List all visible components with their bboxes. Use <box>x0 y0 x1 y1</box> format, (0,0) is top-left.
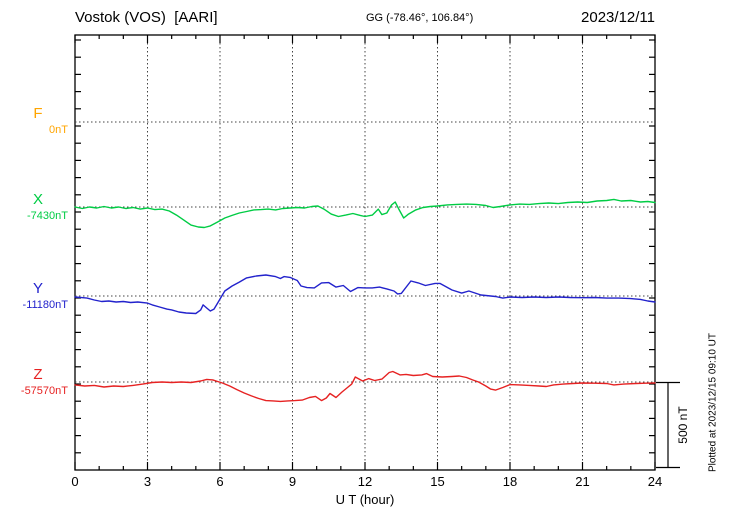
x-tick-3: 3 <box>143 474 152 489</box>
component-z-letter: Z <box>33 366 43 383</box>
component-z: Z -57570nT <box>8 365 68 399</box>
x-axis-label: U T (hour) <box>335 492 395 507</box>
component-x-baseline-value: -7430nT <box>27 210 68 222</box>
x-tick-6: 6 <box>216 474 224 489</box>
component-f: F 0nT <box>8 104 68 138</box>
component-z-baseline-value: -57570nT <box>20 385 68 397</box>
component-y-letter: Y <box>32 280 43 297</box>
x-tick-21: 21 <box>575 474 590 489</box>
component-f-baseline-value: 0nT <box>49 124 68 136</box>
geo-coordinates: GG (-78.46°, 106.84°) <box>366 12 474 24</box>
trace-y <box>74 274 656 315</box>
scale-bar-label: 500 nT <box>676 406 690 444</box>
x-tick-12: 12 <box>357 474 373 489</box>
x-tick-15: 15 <box>430 474 445 489</box>
component-y: Y -11180nT <box>8 279 68 313</box>
x-tick-0: 0 <box>71 474 79 489</box>
x-tick-9: 9 <box>288 474 297 489</box>
plot-date: 2023/12/11 <box>581 9 655 26</box>
trace-z <box>74 370 656 403</box>
station-title: Vostok (VOS) [AARI] <box>75 9 218 26</box>
component-x: X -7430nT <box>8 190 68 224</box>
component-f-letter: F <box>33 105 43 122</box>
component-y-baseline-value: -11180nT <box>22 299 68 311</box>
trace-x <box>74 198 656 229</box>
x-tick-18: 18 <box>502 474 518 489</box>
x-tick-24: 24 <box>647 474 663 489</box>
plotted-at-note: Plotted at 2023/12/15 09:10 UT <box>707 333 719 472</box>
component-x-letter: X <box>32 191 43 208</box>
